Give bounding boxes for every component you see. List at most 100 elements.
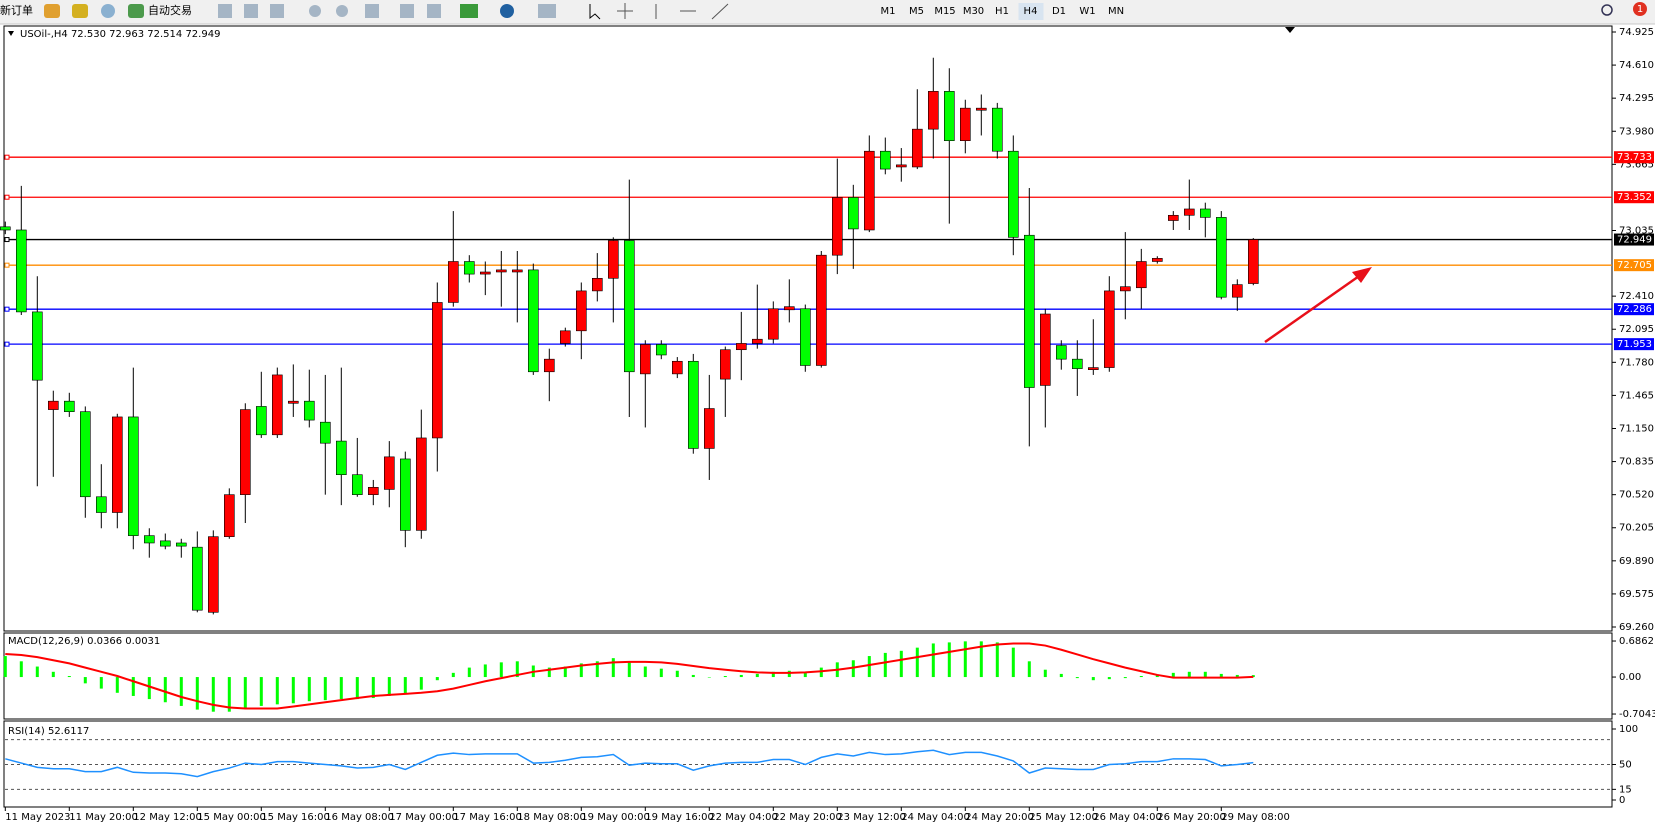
icon[interactable] [244, 4, 258, 18]
macd-bar [51, 671, 55, 678]
shift-marker [1285, 27, 1295, 33]
candle-body [591, 277, 603, 292]
macd-bar [995, 642, 999, 678]
x-tick-label: 11 May 2023 [5, 812, 70, 823]
price-label: 72.949 [1617, 235, 1652, 246]
macd-bar [403, 677, 407, 695]
candle-body [0, 226, 11, 231]
x-tick-label: 17 May 16:00 [453, 812, 522, 823]
macd-bar [547, 667, 551, 678]
candle-body [831, 197, 843, 256]
search-icon[interactable] [1601, 4, 1613, 16]
candle-body [367, 487, 379, 495]
x-tick-label: 25 May 12:00 [1029, 812, 1098, 823]
candle-body [240, 409, 251, 495]
signal-line [5, 642, 1254, 710]
chart-title: USOil-,H4 72.530 72.963 72.514 72.949 [20, 29, 220, 40]
macd-bar [851, 660, 855, 678]
y-tick-label: 73.980 [1619, 126, 1654, 137]
icon[interactable] [500, 4, 514, 18]
candle-body [1040, 313, 1051, 386]
icon[interactable] [336, 5, 348, 17]
macd-bar [179, 677, 183, 706]
y-tick-label: -0.7043 [1619, 709, 1655, 720]
timeframe-bar: M1 M5 M15 M30 H1 H4 D1 W1 MN [881, 3, 1124, 20]
y-tick-label: 50 [1619, 760, 1632, 771]
candle-body [47, 400, 59, 410]
icon[interactable] [427, 4, 441, 18]
candle-body [1168, 214, 1179, 221]
arrow-head [1352, 267, 1372, 283]
icon[interactable] [101, 4, 115, 18]
macd-bar [387, 677, 391, 696]
macd-bar [35, 666, 39, 678]
icon[interactable] [128, 4, 144, 18]
candle-body [1024, 234, 1035, 388]
macd-bar [579, 663, 583, 678]
macd-bar [1203, 671, 1207, 678]
y-tick-label: 0.6862 [1619, 636, 1654, 647]
timeframe-button[interactable] [1018, 3, 1044, 20]
candle-body [687, 360, 699, 449]
macd-bar [83, 677, 87, 684]
new-order[interactable]: 新订单 [0, 3, 33, 17]
main-frame [3, 25, 1613, 632]
macd-bar [307, 677, 311, 702]
y-tick-label: 0.00 [1619, 672, 1641, 683]
candle-body [64, 400, 75, 412]
candle-body [383, 456, 395, 490]
rsi-title: RSI(14) 52.6117 [8, 726, 89, 737]
macd-bar [435, 677, 439, 681]
notification-badge[interactable] [1633, 2, 1647, 16]
x-tick-label: 17 May 00:00 [389, 812, 458, 823]
auto-trading[interactable]: 自动交易 [148, 3, 192, 17]
icon[interactable] [309, 5, 321, 17]
macd-bar [1155, 674, 1159, 678]
annotation-arrow [1264, 267, 1372, 344]
icon[interactable] [365, 4, 379, 18]
candle-body [303, 400, 315, 421]
price-label: 72.286 [1617, 304, 1652, 315]
candle-body [192, 546, 203, 611]
macd-bar [211, 677, 215, 712]
x-tick-label: 18 May 08:00 [517, 812, 586, 823]
icon[interactable] [400, 4, 414, 18]
x-tick-label: 19 May 00:00 [581, 812, 650, 823]
candle-body [1152, 258, 1163, 262]
candle-body [1184, 208, 1195, 216]
candle-body [495, 269, 507, 273]
icon[interactable] [538, 4, 556, 18]
icon[interactable] [72, 4, 88, 18]
candle-body [399, 458, 411, 531]
candle-body [335, 440, 347, 476]
macd-title: MACD(12,26,9) 0.0366 0.0031 [8, 636, 160, 647]
candle-body [31, 311, 43, 381]
macd-bar [675, 670, 679, 678]
icon[interactable] [460, 4, 478, 18]
icon[interactable] [617, 3, 633, 19]
macd-bar [819, 667, 823, 678]
icon[interactable] [589, 4, 601, 20]
macd-bar [1123, 677, 1127, 679]
candle-body [319, 421, 331, 444]
macd-bar [643, 666, 647, 678]
x-tick-label: 23 May 12:00 [837, 812, 906, 823]
macd-bar [595, 661, 599, 678]
icon[interactable] [655, 3, 729, 20]
y-tick-label: 70.520 [1619, 490, 1654, 501]
macd-bar [19, 661, 23, 678]
toolbar: 新订单 自动交易 M1 M5 M15 M30 H1 H4 D1 W1 MN 1 [0, 0, 1655, 25]
notification-count: 1 [1637, 4, 1643, 15]
macd-bar [483, 664, 487, 678]
y-tick-label: 71.150 [1619, 423, 1654, 434]
x-tick-label: 11 May 20:00 [69, 812, 138, 823]
macd-bar [1187, 671, 1191, 678]
candle-body [927, 91, 939, 130]
icon[interactable] [44, 4, 60, 18]
y-tick-label: 72.095 [1619, 324, 1654, 335]
candle-body [271, 374, 283, 436]
icon[interactable] [218, 4, 232, 18]
icon[interactable] [270, 4, 284, 18]
macd-bar [915, 647, 919, 678]
